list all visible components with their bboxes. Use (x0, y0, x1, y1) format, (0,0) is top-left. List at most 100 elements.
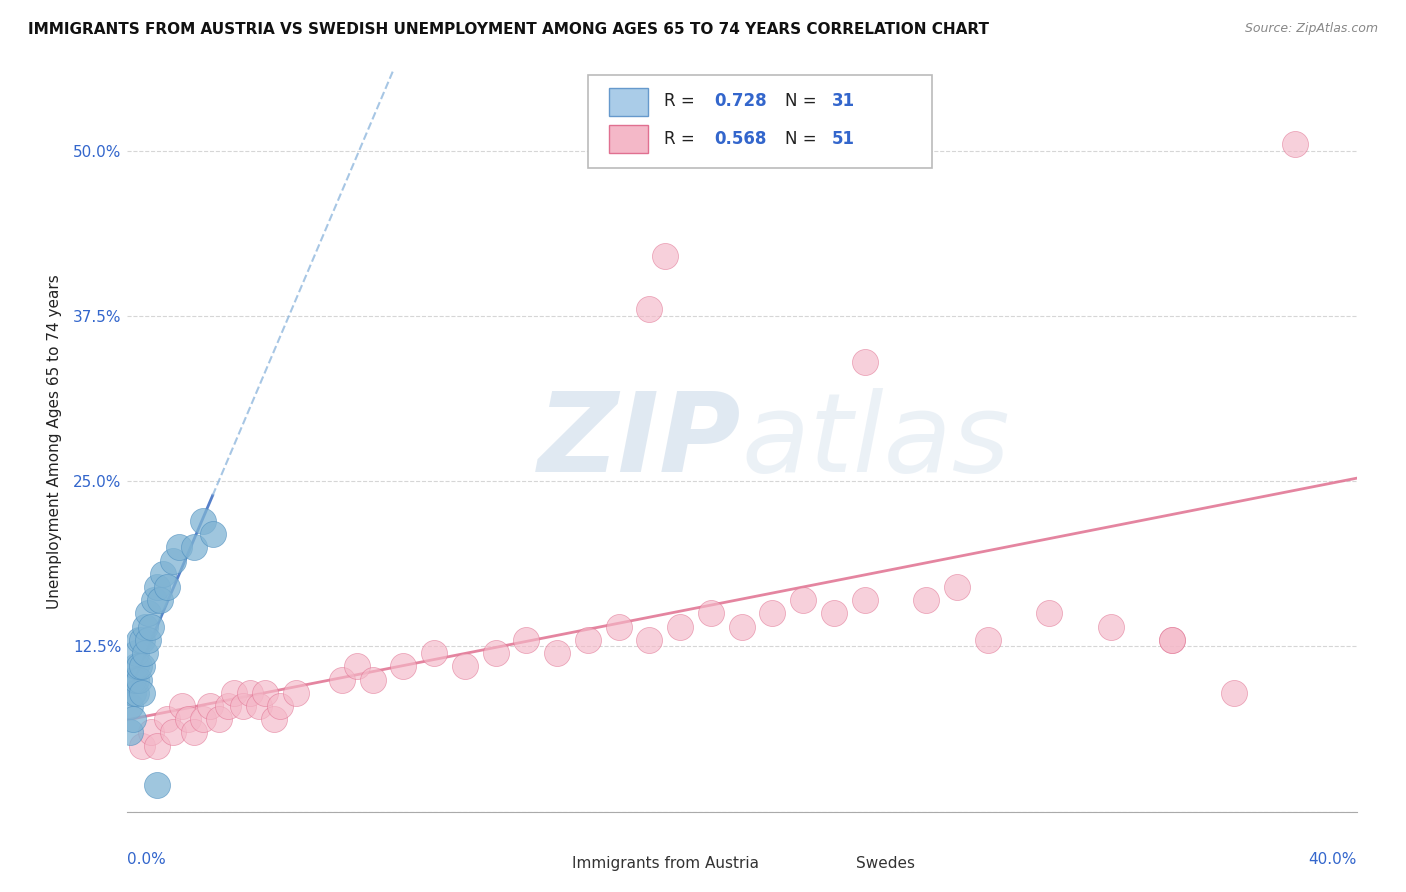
Point (128, 659, 150, 673)
Text: Swedes: Swedes (856, 856, 915, 871)
Text: IMMIGRANTS FROM AUSTRIA VS SWEDISH UNEMPLOYMENT AMONG AGES 65 TO 74 YEARS CORREL: IMMIGRANTS FROM AUSTRIA VS SWEDISH UNEMP… (28, 22, 988, 37)
Point (141, 619, 162, 633)
Point (269, 698, 291, 713)
Point (853, 593, 876, 607)
Text: 40.0%: 40.0% (1309, 853, 1357, 867)
Point (330, 673, 353, 687)
Point (125, 646, 148, 660)
Point (1038, 607, 1060, 621)
Point (183, 725, 205, 739)
Point (654, 250, 676, 264)
Point (253, 686, 276, 700)
Point (224, 686, 246, 700)
Text: Source: ZipAtlas.com: Source: ZipAtlas.com (1244, 22, 1378, 36)
Point (141, 725, 162, 739)
Point (346, 659, 368, 673)
Point (162, 553, 184, 567)
Point (193, 712, 215, 726)
Point (201, 527, 224, 541)
Point (263, 712, 285, 726)
Point (515, 632, 537, 647)
Point (1161, 632, 1184, 647)
Point (155, 712, 177, 726)
Point (669, 619, 692, 633)
Point (183, 541, 205, 555)
Point (217, 698, 239, 713)
Text: 31: 31 (831, 92, 855, 110)
Point (149, 593, 172, 607)
FancyBboxPatch shape (609, 87, 648, 116)
Point (638, 632, 661, 647)
Point (170, 698, 193, 713)
Point (177, 712, 200, 726)
Text: 0.0%: 0.0% (127, 853, 166, 867)
Point (731, 619, 754, 633)
Text: atlas: atlas (742, 388, 1011, 495)
Point (208, 712, 231, 726)
Point (423, 646, 446, 660)
FancyBboxPatch shape (538, 853, 565, 875)
Text: 0.568: 0.568 (714, 130, 768, 148)
Point (392, 659, 415, 673)
Point (915, 593, 938, 607)
Text: ZIP: ZIP (538, 388, 742, 495)
Point (146, 778, 169, 792)
Point (134, 619, 156, 633)
Point (198, 698, 221, 713)
Point (247, 698, 270, 713)
Point (823, 607, 845, 621)
Point (143, 593, 166, 607)
Text: Immigrants from Austria: Immigrants from Austria (572, 856, 759, 871)
Point (546, 646, 568, 660)
Point (128, 673, 150, 687)
Point (125, 673, 148, 687)
FancyBboxPatch shape (588, 75, 932, 168)
Text: 51: 51 (831, 130, 855, 148)
FancyBboxPatch shape (821, 853, 849, 875)
Point (118, 725, 141, 739)
Point (146, 739, 169, 753)
Point (1222, 686, 1246, 700)
Point (131, 632, 153, 647)
Point (134, 646, 156, 660)
Point (152, 566, 174, 581)
Point (1099, 619, 1122, 633)
Point (361, 673, 384, 687)
Text: R =: R = (664, 92, 700, 110)
Point (232, 698, 254, 713)
Point (976, 632, 998, 647)
Point (125, 659, 148, 673)
Point (121, 712, 143, 726)
Point (136, 632, 159, 647)
Point (484, 646, 508, 660)
Text: R =: R = (664, 130, 700, 148)
Point (118, 698, 141, 713)
Point (121, 686, 143, 700)
Point (454, 659, 477, 673)
Point (761, 607, 783, 621)
Point (284, 686, 307, 700)
Point (607, 619, 630, 633)
Point (136, 607, 159, 621)
Point (193, 514, 215, 528)
Point (146, 580, 169, 594)
Text: N =: N = (785, 92, 821, 110)
Text: N =: N = (785, 130, 821, 148)
Point (239, 686, 262, 700)
Point (1161, 632, 1184, 647)
Point (946, 580, 969, 594)
Point (167, 541, 190, 555)
Y-axis label: Unemployment Among Ages 65 to 74 years: Unemployment Among Ages 65 to 74 years (46, 274, 62, 609)
Point (125, 686, 148, 700)
FancyBboxPatch shape (609, 125, 648, 153)
Point (131, 686, 153, 700)
Text: 0.728: 0.728 (714, 92, 768, 110)
Point (131, 739, 153, 753)
Point (700, 607, 723, 621)
Point (792, 593, 814, 607)
Point (576, 632, 599, 647)
Point (121, 673, 143, 687)
Point (128, 632, 150, 647)
Point (162, 725, 184, 739)
Point (1284, 137, 1306, 152)
